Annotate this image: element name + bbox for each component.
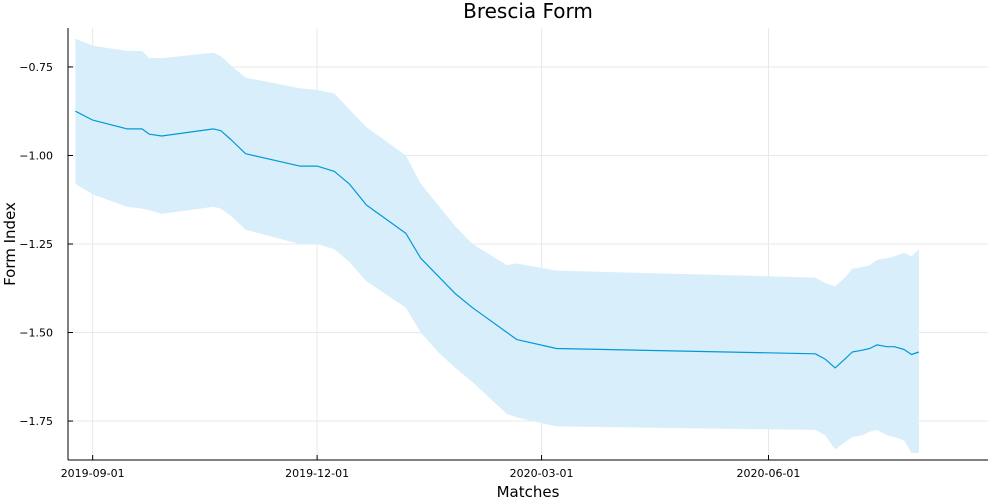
x-tick-label: 2019-09-01 [61, 467, 125, 480]
chart-title: Brescia Form [463, 0, 593, 23]
y-tick-label: −1.25 [19, 238, 53, 251]
y-tick-label: −1.00 [19, 149, 53, 162]
y-tick-label: −0.75 [19, 61, 53, 74]
x-tick-label: 2019-12-01 [285, 467, 349, 480]
x-tick-label: 2020-03-01 [510, 467, 574, 480]
x-tick-label: 2020-06-01 [737, 467, 801, 480]
y-tick-label: −1.75 [19, 415, 53, 428]
y-axis-title: Form Index [1, 202, 19, 286]
y-tick-label: −1.50 [19, 327, 53, 340]
x-axis-title: Matches [497, 483, 560, 500]
